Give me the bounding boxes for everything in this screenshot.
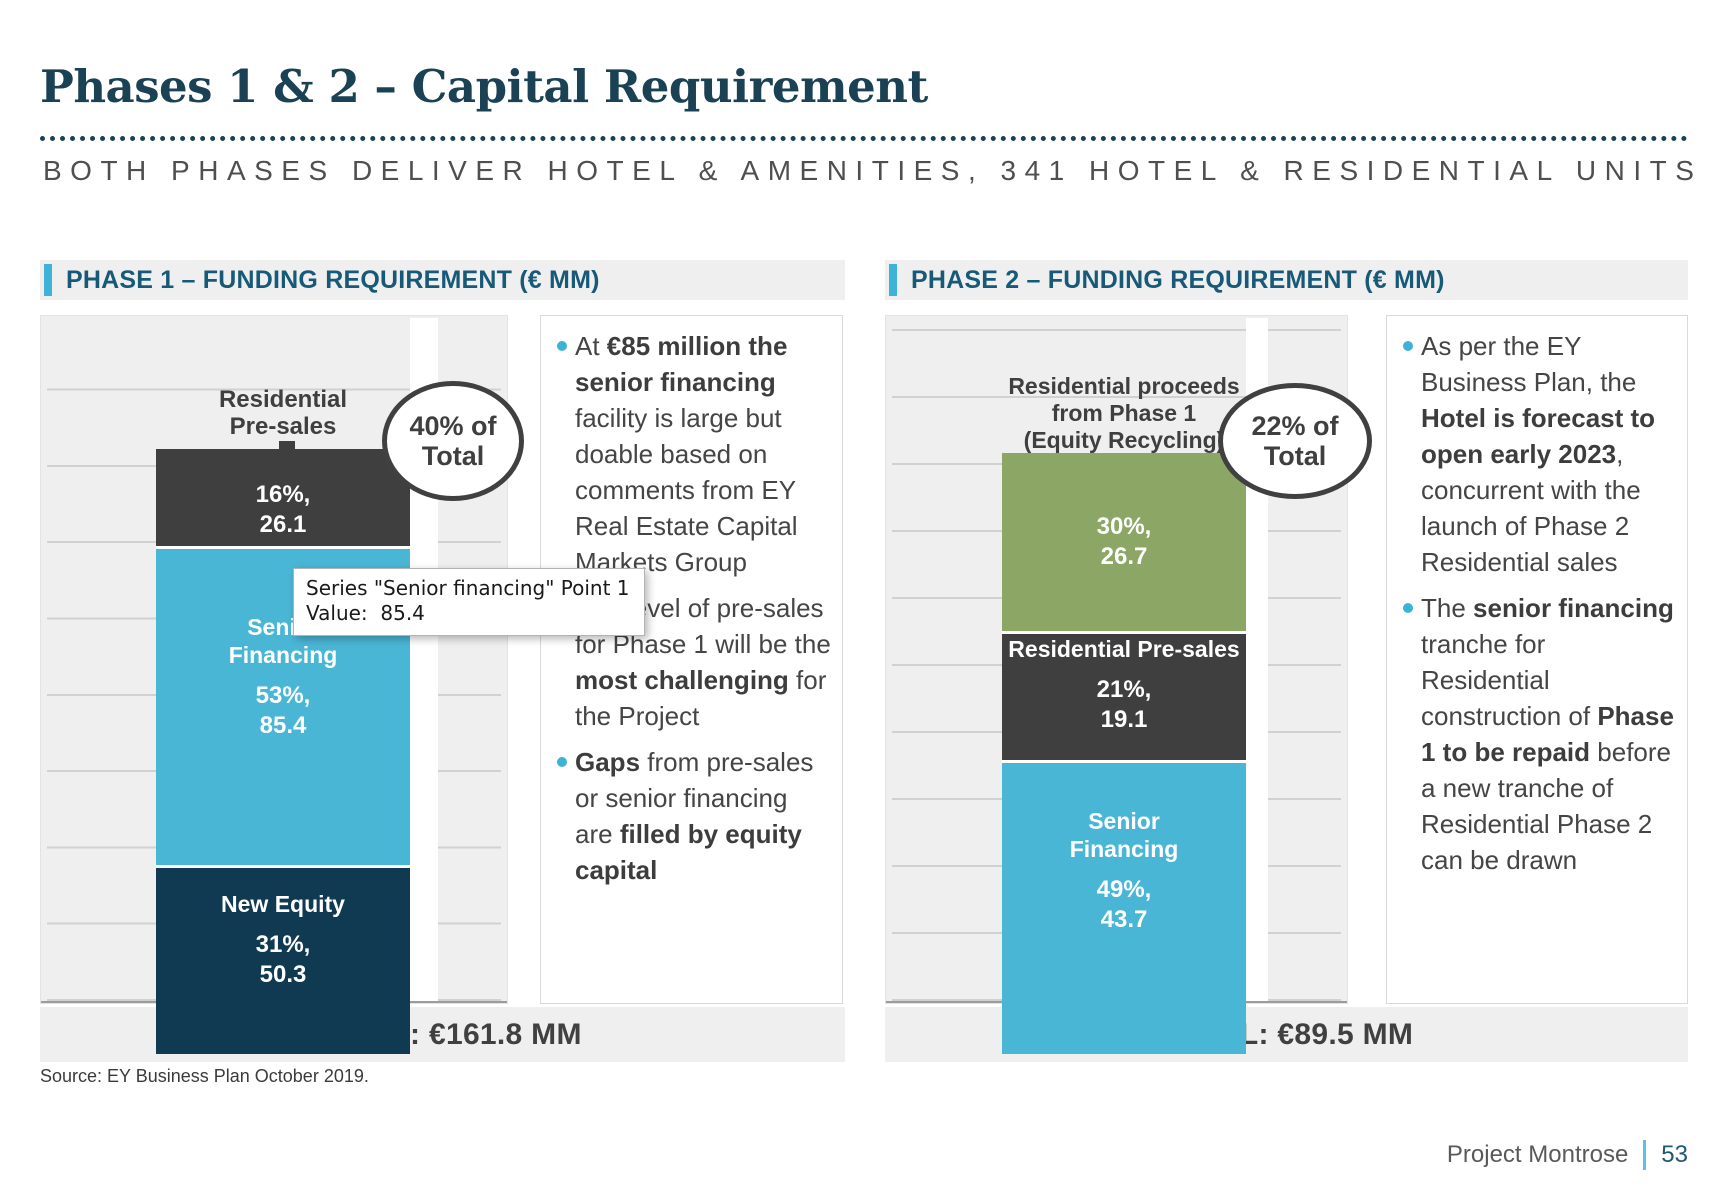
bullet-item: Gaps from pre-sales or senior financing … <box>555 744 832 888</box>
bullet-dot-icon <box>557 341 567 351</box>
chart-hover-tooltip: Series "Senior financing" Point 1 Value:… <box>293 568 645 636</box>
bullet-item: As per the EY Business Plan, the Hotel i… <box>1401 328 1677 580</box>
phase2-category-label: Residential proceeds from Phase 1 (Equit… <box>1008 373 1240 453</box>
slide-title: Phases 1 & 2 – Capital Requirement <box>40 60 928 113</box>
bar-segment-new-equity[interactable]: New Equity 31%, 50.3 <box>156 867 410 1054</box>
bullet-dot-icon <box>557 757 567 767</box>
phase1-percent-of-total-badge: 40% of Total <box>382 381 524 501</box>
bullet-dot-icon <box>1403 341 1413 351</box>
phase2-header-band: PHASE 2 – FUNDING REQUIREMENT (€ MM) <box>885 260 1688 300</box>
phase1-header-band: PHASE 1 – FUNDING REQUIREMENT (€ MM) <box>40 260 845 300</box>
phase2-percent-of-total-badge: 22% of Total <box>1218 383 1372 499</box>
bullet-text: As per the EY Business Plan, the Hotel i… <box>1421 331 1656 577</box>
phase2-commentary-panel: As per the EY Business Plan, the Hotel i… <box>1386 315 1688 1004</box>
phase2-section: PHASE 2 – FUNDING REQUIREMENT (€ MM) Res… <box>885 260 1688 1062</box>
phase1-stacked-bar[interactable]: 16%, 26.1 Senior Financing 53%, 85.4 New Equit… <box>156 441 410 1054</box>
phase1-chart[interactable]: Residential Pre-sales 16%, 26.1 Senior Fina… <box>40 315 524 1054</box>
bar-segment-residential-proceeds-equity-recycling[interactable]: 30%, 26.7 <box>1002 453 1246 634</box>
bar-segment-label: Senior Financing 49%, 43.7 <box>1069 807 1179 933</box>
header-accent-bar <box>889 264 897 296</box>
source-note: Source: EY Business Plan October 2019. <box>40 1066 369 1086</box>
phase1-category-label: Residential Pre-sales <box>218 386 348 440</box>
bullet-item: At €85 million the senior financing faci… <box>555 328 832 580</box>
bar-segment-label: New Equity 31%, 50.3 <box>221 890 345 988</box>
phase2-header-label: PHASE 2 – FUNDING REQUIREMENT (€ MM) <box>911 265 1445 294</box>
phase1-header-label: PHASE 1 – FUNDING REQUIREMENT (€ MM) <box>66 265 600 294</box>
footer-page-number: 53 <box>1661 1141 1688 1168</box>
bullet-text: Gaps from pre-sales or senior financing … <box>575 747 814 885</box>
bar-segment-label: Residential Pre-sales 21%, 19.1 <box>1008 635 1240 733</box>
phase2-stacked-bar[interactable]: 30%, 26.7 Residential Pre-sales 21%, 19.1 Sen… <box>1002 453 1246 1054</box>
bar-segment-residential-pre-sales[interactable]: 16%, 26.1 <box>156 449 410 549</box>
bullet-text: The senior financing tranche for Residen… <box>1421 593 1674 875</box>
bar-segment-label: 30%, 26.7 <box>1096 512 1152 570</box>
phase1-section: PHASE 1 – FUNDING REQUIREMENT (€ MM) Res… <box>40 260 845 1062</box>
phase2-chart[interactable]: Residential proceeds from Phase 1 (Equit… <box>885 315 1372 1054</box>
tooltip-series-line: Series "Senior financing" Point 1 <box>306 576 630 600</box>
header-accent-bar <box>44 264 52 296</box>
page-footer: Project Montrose 53 <box>1447 1140 1688 1170</box>
bar-segment-senior-financing[interactable]: Senior Financing 49%, 43.7 <box>1002 763 1246 1054</box>
bullet-dot-icon <box>1403 603 1413 613</box>
bar-segment-residential-pre-sales[interactable]: Residential Pre-sales 21%, 19.1 <box>1002 633 1246 764</box>
phase1-commentary-panel: At €85 million the senior financing faci… <box>540 315 843 1004</box>
title-dotted-rule <box>40 110 1688 141</box>
footer-project-name: Project Montrose <box>1446 1141 1629 1168</box>
slide-subtitle: BOTH PHASES DELIVER HOTEL & AMENITIES, 3… <box>43 155 1703 186</box>
footer-separator-bar <box>1643 1140 1647 1170</box>
bar-segment-label: 16%, 26.1 <box>255 481 311 539</box>
clipped-data-label-artifact <box>279 441 295 449</box>
bullet-text: At €85 million the senior financing faci… <box>575 331 798 577</box>
bullet-item: The senior financing tranche for Residen… <box>1401 590 1677 878</box>
tooltip-value-line: Value: 85.4 <box>306 601 425 625</box>
